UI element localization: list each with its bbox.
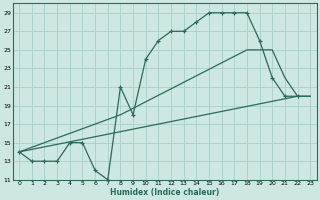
X-axis label: Humidex (Indice chaleur): Humidex (Indice chaleur) [110, 188, 219, 197]
